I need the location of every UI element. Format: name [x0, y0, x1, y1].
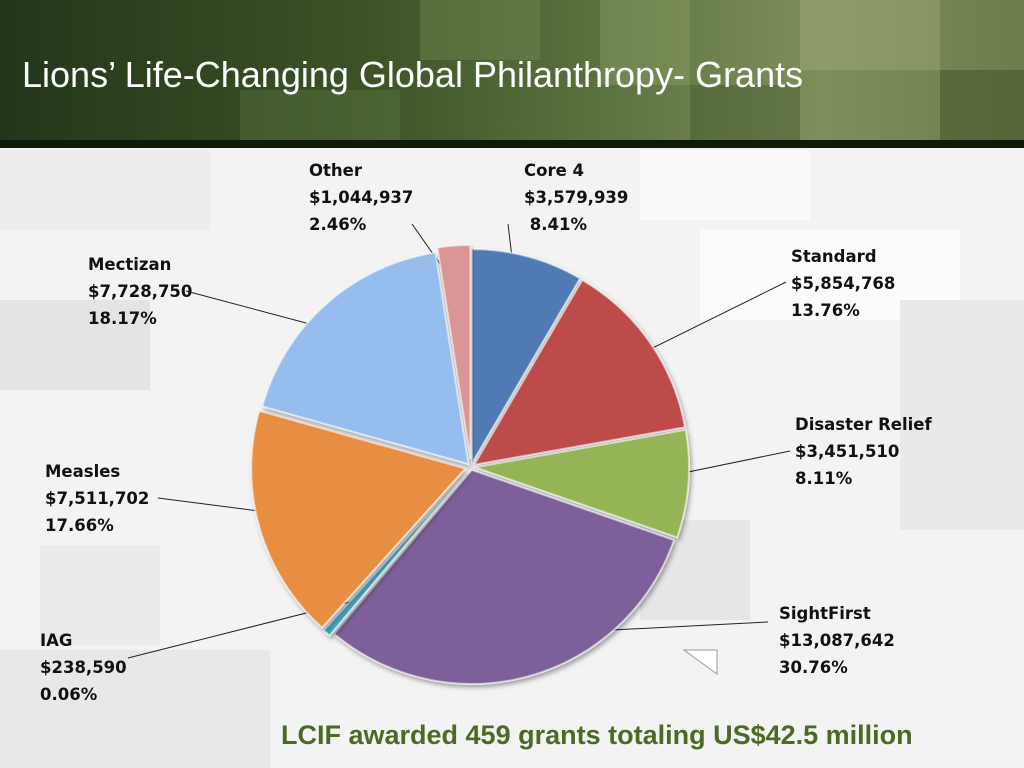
- background-tile: [0, 150, 210, 230]
- background-tile: [0, 650, 270, 768]
- label-name: Mectizan: [88, 255, 172, 274]
- label-amount: $1,044,937: [309, 188, 414, 207]
- label-amount: $7,728,750: [88, 282, 193, 301]
- slide-title: Lions’ Life-Changing Global Philanthropy…: [22, 54, 804, 95]
- header-block: [420, 0, 540, 60]
- label-percent: 30.76%: [779, 658, 848, 677]
- label-sightfirst: SightFirst $13,087,642 30.76%: [779, 600, 895, 681]
- label-disaster-relief: Disaster Relief $3,451,510 8.11%: [795, 411, 932, 492]
- label-percent: 18.17%: [88, 309, 157, 328]
- background-tile: [640, 150, 810, 220]
- label-name: Disaster Relief: [795, 415, 932, 434]
- label-amount: $238,590: [40, 658, 127, 677]
- label-other: Other $1,044,937 2.46%: [309, 157, 413, 238]
- label-amount: $3,451,510: [795, 442, 900, 461]
- background-tile: [40, 545, 160, 645]
- header-divider: [0, 140, 1024, 148]
- pie-slice-disaster-relief: [471, 428, 690, 539]
- label-iag: IAG $238,590 0.06%: [40, 627, 127, 708]
- label-percent: 13.76%: [791, 301, 860, 320]
- label-percent: 0.06%: [40, 685, 98, 704]
- header-block: [690, 85, 800, 140]
- label-percent: 17.66%: [45, 516, 114, 535]
- header-block: [800, 0, 940, 70]
- pie-slice-core-4: [471, 248, 582, 467]
- header-banner: [0, 0, 1024, 140]
- pie-slice-other: [436, 244, 472, 460]
- footer-summary: LCIF awarded 459 grants totaling US$42.5…: [281, 720, 913, 750]
- label-percent: 8.11%: [795, 469, 853, 488]
- label-amount: $13,087,642: [779, 631, 895, 650]
- pie-slice-sightfirst: [332, 468, 676, 685]
- label-standard: Standard $5,854,768 13.76%: [791, 243, 895, 324]
- header-block: [940, 70, 1024, 140]
- label-name: Standard: [791, 247, 877, 266]
- label-amount: $3,579,939: [524, 188, 629, 207]
- label-name: Core 4: [524, 161, 584, 180]
- header-block: [600, 0, 690, 85]
- label-amount: $5,854,768: [791, 274, 896, 293]
- label-mectizan: Mectizan $7,728,750 18.17%: [88, 251, 192, 332]
- label-name: SightFirst: [779, 604, 871, 623]
- label-name: IAG: [40, 631, 73, 650]
- label-percent: 2.46%: [309, 215, 367, 234]
- background-tile: [0, 300, 150, 390]
- label-measles: Measles $7,511,702 17.66%: [45, 458, 149, 539]
- pie-slice-measles: [250, 409, 468, 630]
- label-core-4: Core 4 $3,579,939 8.41%: [524, 157, 628, 238]
- pie-slice-mectizan: [261, 251, 470, 466]
- pie-slice-standard: [472, 278, 687, 467]
- label-name: Other: [309, 161, 362, 180]
- label-amount: $7,511,702: [45, 489, 150, 508]
- header-block: [240, 90, 400, 140]
- label-percent: 8.41%: [524, 215, 587, 234]
- background-tile: [900, 300, 1024, 530]
- page-corner-marker: [682, 649, 718, 675]
- label-name: Measles: [45, 462, 121, 481]
- pie-slice-iag: [322, 470, 468, 637]
